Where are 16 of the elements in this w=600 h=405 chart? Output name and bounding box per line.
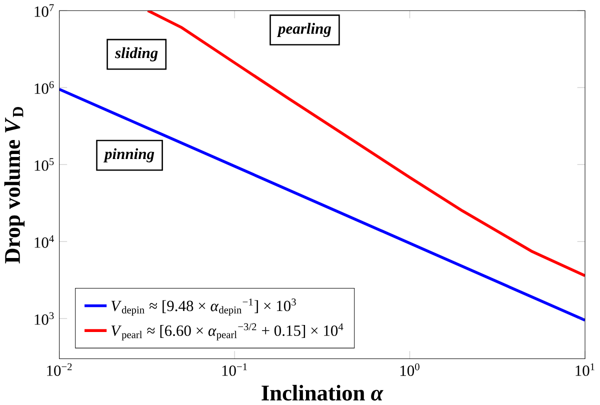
x-tick-label: 10$^{1}$: [576, 363, 594, 376]
annotation: pinning: [103, 148, 154, 162]
x-tick-label: 10$^{0}$: [400, 363, 420, 376]
x-axis-title: Inclination α: [262, 384, 384, 401]
legend-label: V$_{depin}$ ≈ [9.48 × α$_{depin}$$^{−1}$] × 10$^{3}$: [111, 298, 296, 316]
y-tick-label: 10$^{6}$: [34, 81, 54, 94]
annotation: sliding: [114, 47, 158, 62]
annotation: pearling: [276, 22, 332, 38]
y-tick-label: 10$^{4}$: [34, 235, 54, 248]
y-axis-title: Drop volume V$_{D}$: [4, 107, 25, 264]
x-tick-label: 10$^{−2}$: [47, 363, 72, 376]
y-tick-label: 10$^{5}$: [34, 158, 54, 171]
legend-label: V$_{pearl}$ ≈ [6.60 × α$_{pearl}$$^{−3/2}$ + 0.15] × 10$^{4}$: [111, 323, 344, 340]
y-tick-label: 10$^{7}$: [34, 4, 54, 17]
y-tick-label: 10$^{3}$: [34, 312, 54, 325]
x-tick-label: 10$^{−1}$: [222, 363, 247, 376]
